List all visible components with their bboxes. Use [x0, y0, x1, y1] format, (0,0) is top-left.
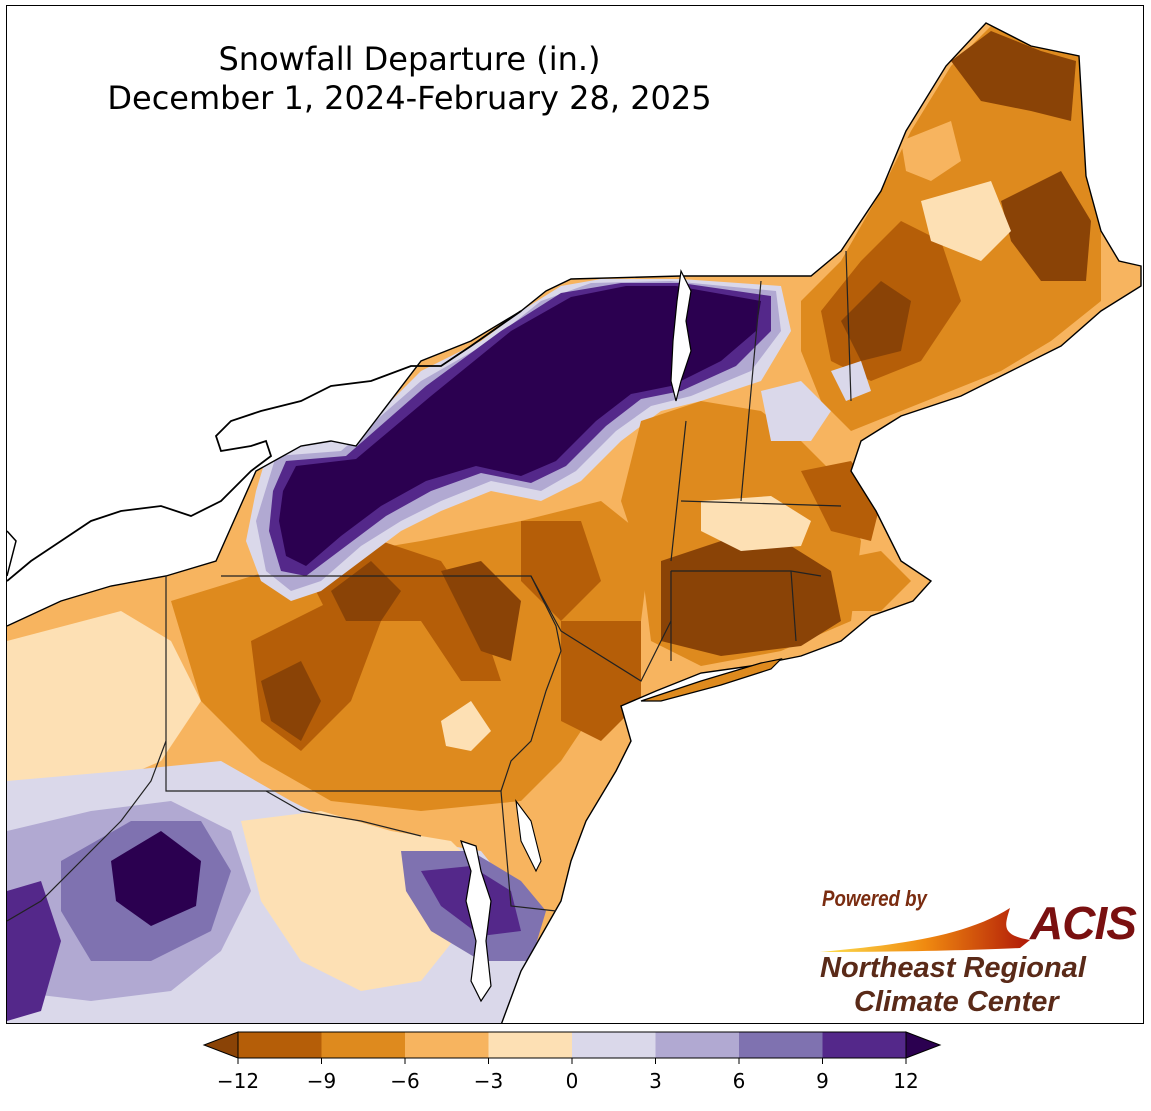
colorbar-swatch	[321, 1032, 406, 1058]
long-island	[640, 658, 783, 702]
lake-champlain	[670, 268, 692, 402]
contour-n9-n6-cape	[831, 551, 911, 611]
colorbar-swatch	[405, 1032, 489, 1058]
colorbar-tick-label: −12	[217, 1069, 259, 1093]
great-lakes-shoreline	[7, 310, 522, 582]
contour-n3-0-pa-s	[441, 701, 491, 751]
map-title: Snowfall Departure (in.) December 1, 202…	[7, 40, 812, 118]
contour-p0-3-me-s	[831, 361, 871, 401]
org-name-line-2: Climate Center	[854, 986, 1059, 1018]
contour-p9-12-sw	[7, 881, 61, 1021]
colorbar-legend: −12 −9 −6 −3 0 3 6 9 12	[202, 1031, 942, 1093]
md-wv-border	[265, 790, 422, 837]
contour-n3-0-me	[921, 181, 1011, 261]
vt-nh-border	[740, 280, 762, 502]
de-md-border	[500, 790, 557, 912]
colorbar-swatch	[655, 1032, 740, 1058]
title-line-1: Snowfall Departure (in.)	[218, 40, 601, 78]
snowfall-departure-map	[7, 22, 1142, 1023]
map-frame: Snowfall Departure (in.) December 1, 202…	[6, 5, 1144, 1024]
lake-erie-shoreline	[7, 530, 17, 577]
colorbar-swatch	[238, 1032, 322, 1058]
ct-ri-border	[790, 570, 797, 642]
vt-ma-border	[680, 500, 842, 507]
org-name-line-1: Northeast Regional	[820, 952, 1086, 984]
colorbar-tick-label: 9	[816, 1069, 829, 1093]
colorbar-extend-high	[905, 1031, 942, 1059]
colorbar-tick-label: −6	[390, 1069, 419, 1093]
colorbar-tick-label: 6	[733, 1069, 746, 1093]
contour-n3-0-west	[7, 611, 201, 801]
nrcc-acis-logo: Powered by ACIS Northeast Regional Clima…	[812, 886, 1142, 1018]
colorbar-tick-label: 3	[649, 1069, 662, 1093]
colorbar-extend-low	[202, 1031, 239, 1059]
chesapeake-bay	[460, 840, 492, 1003]
acis-swoosh-icon	[820, 908, 1030, 952]
colorbar-tick-label: −9	[307, 1069, 336, 1093]
delaware-bay	[515, 799, 542, 873]
pa-border-west-south	[165, 576, 501, 792]
wv-oh-border	[7, 740, 167, 922]
colorbar-tick-label: 12	[893, 1069, 918, 1093]
contour-below12-sne	[661, 541, 841, 656]
contour-p0-3-nh	[761, 381, 831, 441]
acis-label: ACIS	[1030, 897, 1137, 949]
colorbar-swatch	[488, 1032, 573, 1058]
powered-by-label: Powered by	[822, 886, 927, 911]
contour-below12-pa-ne	[441, 561, 521, 661]
colorbar-ticks: −12 −9 −6 −3 0 3 6 9 12	[217, 1058, 919, 1093]
state-borders	[7, 250, 852, 922]
colorbar-swatch	[572, 1032, 656, 1058]
contour-below12-me-w	[841, 281, 911, 361]
contour-above12-snowbelt	[279, 286, 761, 566]
ny-vt-border	[670, 420, 687, 562]
colorbar-swatch	[739, 1032, 823, 1058]
contour-fills	[7, 23, 1141, 1023]
nh-me-border	[845, 250, 852, 402]
title-line-2: December 1, 2024-February 28, 2025	[107, 79, 712, 117]
colorbar-tick-label: 0	[566, 1069, 579, 1093]
colorbar-tick-label: −3	[474, 1069, 503, 1093]
contour-n3-0-ma	[701, 496, 811, 551]
colorbar-swatch	[822, 1032, 907, 1058]
contour-above12-wv	[111, 831, 201, 926]
contour-below12-me-e	[1001, 171, 1091, 281]
coastline	[7, 22, 1142, 1023]
contour-below12-pa-w	[261, 661, 321, 741]
ny-nj-border	[530, 575, 672, 682]
colorbar-swatches	[202, 1031, 942, 1059]
contour-n6-n3-me	[901, 121, 961, 181]
contour-n12-n9-nj	[561, 621, 641, 741]
contour-below12-me-n	[951, 31, 1076, 121]
